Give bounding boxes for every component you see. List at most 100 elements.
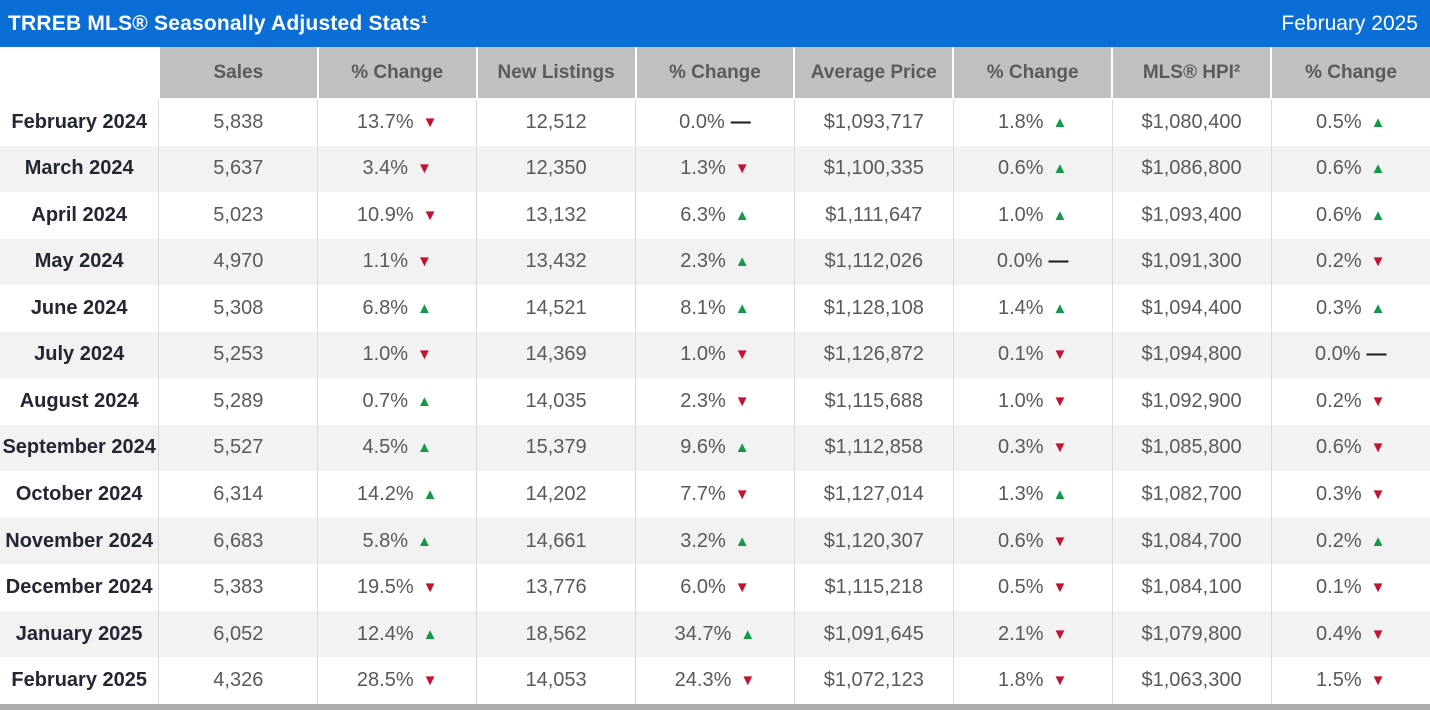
percent-value: 2.1% [998, 623, 1044, 645]
percent-value: 0.4% [1316, 623, 1362, 645]
row-month-label: May 2024 [0, 239, 159, 286]
percent-value: 0.3% [1316, 297, 1362, 319]
down-arrow-icon: ▼ [1053, 627, 1068, 642]
table-row: July 20245,2531.0%▼14,3691.0%▼$1,126,872… [0, 332, 1430, 379]
percent-value: 2.3% [680, 390, 726, 412]
sales-cell: 6,314 [159, 471, 318, 518]
hpi-change-cell: 0.6%▼ [1271, 425, 1430, 472]
hpi-cell: $1,079,800 [1112, 611, 1271, 658]
down-arrow-icon: ▼ [1371, 627, 1386, 642]
sales-change-cell: 28.5%▼ [318, 657, 477, 704]
sales-change-cell: 12.4%▲ [318, 611, 477, 658]
flat-dash-icon: — [1367, 344, 1387, 364]
row-month-label: July 2024 [0, 332, 159, 379]
new-listings-change-cell: 0.0%— [636, 99, 795, 146]
percent-value: 2.3% [680, 250, 726, 272]
up-arrow-icon: ▲ [1371, 161, 1386, 176]
down-arrow-icon: ▼ [417, 161, 432, 176]
average-price-cell: $1,128,108 [794, 285, 953, 332]
row-month-label: January 2025 [0, 611, 159, 658]
table-header: Sales% ChangeNew Listings% ChangeAverage… [0, 47, 1430, 99]
new-listings-cell: 13,432 [477, 239, 636, 286]
percent-value: 4.5% [362, 436, 408, 458]
table-row: May 20244,9701.1%▼13,4322.3%▲$1,112,0260… [0, 239, 1430, 286]
up-arrow-icon: ▲ [1371, 301, 1386, 316]
new-listings-cell: 14,369 [477, 332, 636, 379]
down-arrow-icon: ▼ [1053, 534, 1068, 549]
up-arrow-icon: ▲ [735, 440, 750, 455]
percent-value: 0.0% [997, 250, 1043, 272]
row-month-label: April 2024 [0, 192, 159, 239]
new-listings-change-cell: 9.6% ▲ [636, 425, 795, 472]
up-arrow-icon: ▲ [417, 440, 432, 455]
new-listings-cell: 13,776 [477, 564, 636, 611]
average-price-cell: $1,072,123 [794, 657, 953, 704]
sales-cell: 5,527 [159, 425, 318, 472]
up-arrow-icon: ▲ [740, 627, 755, 642]
row-month-label: February 2025 [0, 657, 159, 704]
down-arrow-icon: ▼ [1371, 580, 1386, 595]
average-price-change-cell: 0.0%— [953, 239, 1112, 286]
average-price-cell: $1,100,335 [794, 146, 953, 193]
hpi-change-cell: 1.5%▼ [1271, 657, 1430, 704]
percent-value: 0.6% [1316, 157, 1362, 179]
sales-cell: 5,289 [159, 378, 318, 425]
new-listings-cell: 18,562 [477, 611, 636, 658]
sales-change-cell: 14.2%▲ [318, 471, 477, 518]
percent-value: 3.4% [362, 157, 408, 179]
up-arrow-icon: ▲ [417, 301, 432, 316]
percent-value: 1.0% [680, 343, 726, 365]
column-header: New Listings [477, 47, 636, 99]
new-listings-cell: 14,521 [477, 285, 636, 332]
down-arrow-icon: ▼ [423, 673, 438, 688]
percent-value: 6.0% [680, 576, 726, 598]
percent-value: 6.3% [680, 204, 726, 226]
percent-value: 0.0% [1315, 343, 1361, 365]
percent-value: 0.1% [1316, 576, 1362, 598]
table-row: March 20245,6373.4%▼12,3501.3%▼$1,100,33… [0, 146, 1430, 193]
row-month-label: February 2024 [0, 99, 159, 146]
table-row: February 20254,32628.5%▼14,05324.3%▼$1,0… [0, 657, 1430, 704]
seasonally-adjusted-stats-table: Sales% ChangeNew Listings% ChangeAverage… [0, 47, 1430, 704]
sales-cell: 6,683 [159, 518, 318, 565]
average-price-cell: $1,115,218 [794, 564, 953, 611]
percent-value: 1.0% [362, 343, 408, 365]
percent-value: 0.3% [998, 436, 1044, 458]
sales-cell: 5,838 [159, 99, 318, 146]
up-arrow-icon: ▲ [1053, 115, 1068, 130]
average-price-change-cell: 1.8%▲ [953, 99, 1112, 146]
percent-value: 9.6% [680, 436, 726, 458]
percent-value: 5.8% [362, 530, 408, 552]
new-listings-change-cell: 8.1%▲ [636, 285, 795, 332]
new-listings-change-cell: 1.0%▼ [636, 332, 795, 379]
new-listings-change-cell: 34.7%▲ [636, 611, 795, 658]
up-arrow-icon: ▲ [1053, 208, 1068, 223]
sales-change-cell: 6.8%▲ [318, 285, 477, 332]
average-price-cell: $1,126,872 [794, 332, 953, 379]
down-arrow-icon: ▼ [735, 394, 750, 409]
average-price-change-cell: 0.6%▲ [953, 146, 1112, 193]
percent-value: 0.5% [998, 576, 1044, 598]
average-price-cell: $1,111,647 [794, 192, 953, 239]
table-row: December 20245,38319.5%▼13,7766.0%▼$1,11… [0, 564, 1430, 611]
table-bottom-border [0, 704, 1430, 710]
up-arrow-icon: ▲ [1371, 115, 1386, 130]
up-arrow-icon: ▲ [417, 394, 432, 409]
hpi-change-cell: 0.2%▲ [1271, 518, 1430, 565]
hpi-change-cell: 0.1% ▼ [1271, 564, 1430, 611]
table-row: April 20245,02310.9%▼13,1326.3%▲$1,111,6… [0, 192, 1430, 239]
percent-value: 24.3% [675, 669, 732, 691]
percent-value: 0.6% [998, 157, 1044, 179]
down-arrow-icon: ▼ [1371, 394, 1386, 409]
down-arrow-icon: ▼ [735, 487, 750, 502]
trreb-stats-panel: TRREB MLS® Seasonally Adjusted Stats¹ Fe… [0, 0, 1430, 710]
average-price-change-cell: 0.3%▼ [953, 425, 1112, 472]
down-arrow-icon: ▼ [1371, 673, 1386, 688]
sales-change-cell: 1.0%▼ [318, 332, 477, 379]
percent-value: 0.2% [1316, 530, 1362, 552]
column-header: % Change [1271, 47, 1430, 99]
table-row: October 20246,31414.2%▲14,2027.7%▼$1,127… [0, 471, 1430, 518]
hpi-change-cell: 0.6% ▲ [1271, 146, 1430, 193]
sales-change-cell: 3.4% ▼ [318, 146, 477, 193]
up-arrow-icon: ▲ [1371, 208, 1386, 223]
